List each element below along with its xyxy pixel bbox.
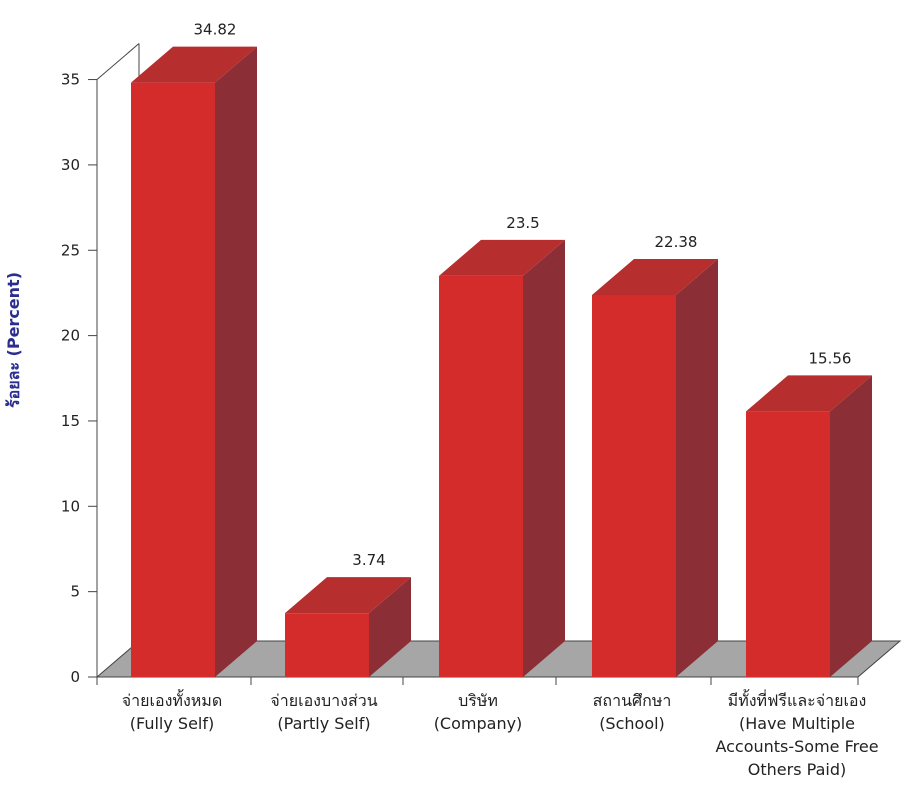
data-label: 3.74 xyxy=(352,551,385,569)
y-tick-label: 30 xyxy=(61,156,80,174)
data-label: 23.5 xyxy=(506,214,539,232)
x-tick-label-line: (School) xyxy=(599,714,665,733)
x-tick-label-line: (Fully Self) xyxy=(130,714,214,733)
x-tick-label-line: Accounts-Some Free xyxy=(715,737,878,756)
bar xyxy=(746,375,872,677)
x-tick-label-line: จ่ายเองทั้งหมด xyxy=(122,689,222,710)
y-tick-label: 10 xyxy=(61,497,80,515)
x-tick-label-line: จ่ายเองบางส่วน xyxy=(270,691,377,710)
bar-side xyxy=(369,577,411,677)
bar xyxy=(439,239,565,678)
bar-side xyxy=(830,375,872,677)
bar-front xyxy=(439,275,523,677)
x-tick-label: บริษัท (Company) xyxy=(434,691,523,733)
data-label: 22.38 xyxy=(655,233,698,251)
x-tick-label-line: Others Paid) xyxy=(748,760,846,779)
bar-top xyxy=(131,46,257,83)
y-axis-title: ร้อยละ (Percent) xyxy=(4,272,23,408)
x-tick-label: สถานศึกษา (School) xyxy=(593,691,672,733)
bar-top xyxy=(746,375,872,412)
bar-front xyxy=(131,82,215,677)
y-tick-label: 35 xyxy=(61,71,80,89)
y-tick-label: 20 xyxy=(61,327,80,345)
y-tick-label: 0 xyxy=(70,668,80,686)
y-tick-label: 5 xyxy=(70,583,80,601)
x-tick-label-line: (Partly Self) xyxy=(277,714,370,733)
x-tick-label-line: สถานศึกษา xyxy=(593,691,672,710)
bar-side xyxy=(215,46,257,677)
data-label: 34.82 xyxy=(194,21,237,39)
bar-top xyxy=(592,258,718,295)
x-tick-label: จ่ายเองบางส่วน (Partly Self) xyxy=(270,691,377,733)
bar xyxy=(131,46,257,677)
bar-side xyxy=(523,239,565,678)
x-tick-label-line: มีทั้งที่ฟรีและจ่ายเอง xyxy=(728,689,867,710)
x-tick-label: มีทั้งที่ฟรีและจ่ายเอง (Have Multiple Acco… xyxy=(715,689,878,779)
y-axis-depth-edge xyxy=(96,43,140,80)
bar xyxy=(285,577,411,677)
bar-front xyxy=(285,613,369,677)
chart-bars xyxy=(131,46,872,678)
data-label: 15.56 xyxy=(809,349,852,367)
x-tick-label-line: (Company) xyxy=(434,714,523,733)
x-tick-label: จ่ายเองทั้งหมด (Fully Self) xyxy=(122,689,222,733)
bar-front xyxy=(746,411,830,677)
bar-front xyxy=(592,294,676,677)
y-tick-label: 25 xyxy=(61,241,80,259)
bar-top xyxy=(285,577,411,614)
y-tick-label: 15 xyxy=(61,412,80,430)
chart-labels: 0 5 10 15 20 25 30 35 34.82 3.74 23.5 22.38 15.56 จ่า… xyxy=(61,21,879,779)
x-tick-label-line: (Have Multiple xyxy=(739,714,855,733)
bar-top xyxy=(439,239,565,276)
bar-side xyxy=(676,258,718,677)
x-tick-label-line: บริษัท xyxy=(458,691,498,710)
bar xyxy=(592,258,718,677)
